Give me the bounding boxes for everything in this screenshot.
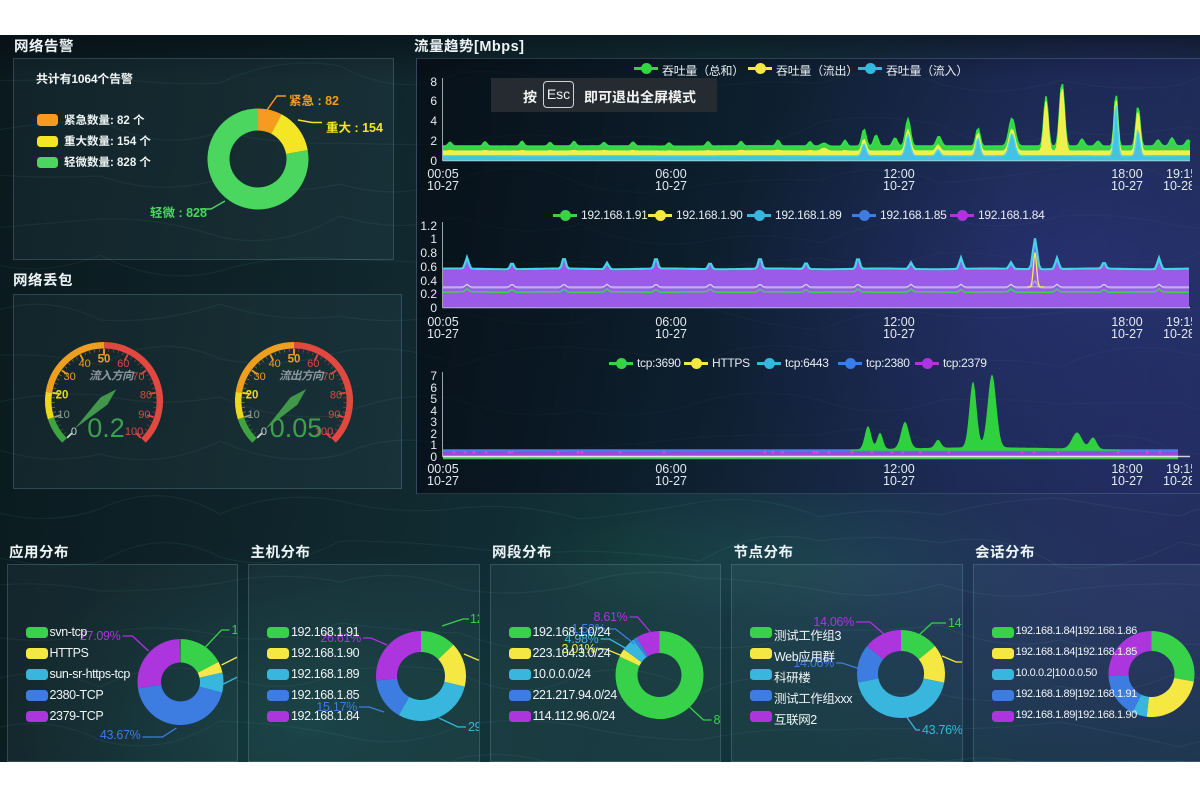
svg-text:4.98%: 4.98% — [564, 632, 598, 646]
svg-text:30: 30 — [63, 371, 75, 383]
svg-text:43.67%: 43.67% — [99, 728, 140, 742]
svg-text:27.09%: 27.09% — [79, 629, 120, 643]
svg-text:60: 60 — [117, 358, 129, 370]
svg-text:流入方向: 流入方向 — [89, 370, 135, 383]
svg-text:90: 90 — [328, 409, 340, 421]
svg-text:8.61%: 8.61% — [593, 610, 627, 624]
svg-text:17.27%: 17.27% — [231, 623, 238, 637]
svg-text:50: 50 — [288, 354, 301, 366]
svg-text:40: 40 — [269, 358, 281, 370]
svg-text:0: 0 — [261, 426, 267, 438]
svg-text:3.01%: 3.01% — [561, 642, 595, 656]
svg-text:50: 50 — [98, 354, 111, 366]
svg-text:15.17%: 15.17% — [316, 700, 357, 714]
svg-text:100: 100 — [125, 426, 143, 438]
svg-text:0.05: 0.05 — [270, 413, 323, 443]
svg-text:14.06%: 14.06% — [948, 616, 963, 630]
svg-text:1.52%: 1.52% — [571, 622, 605, 636]
svg-text:14.06%: 14.06% — [793, 656, 834, 670]
svg-text:26.61%: 26.61% — [320, 631, 361, 645]
svg-text:14.06%: 14.06% — [813, 615, 854, 629]
svg-text:0: 0 — [71, 426, 77, 438]
svg-text:10: 10 — [57, 409, 69, 421]
svg-text:90: 90 — [138, 409, 150, 421]
svg-text:10: 10 — [247, 409, 259, 421]
svg-text:40: 40 — [79, 358, 91, 370]
svg-text:80: 80 — [330, 389, 342, 401]
svg-text:流出方向: 流出方向 — [279, 370, 325, 383]
svg-text:0.2: 0.2 — [87, 413, 125, 443]
svg-text:60: 60 — [307, 358, 319, 370]
svg-text:70: 70 — [132, 371, 144, 383]
svg-text:43.76%: 43.76% — [922, 723, 963, 737]
svg-text:81.88%: 81.88% — [713, 713, 721, 727]
svg-text:20: 20 — [56, 389, 69, 401]
svg-text:70: 70 — [322, 371, 334, 383]
svg-text:12.81%: 12.81% — [470, 612, 480, 626]
svg-text:30: 30 — [253, 371, 265, 383]
svg-text:100: 100 — [315, 426, 333, 438]
svg-text:80: 80 — [140, 389, 152, 401]
svg-text:29.41%: 29.41% — [468, 720, 480, 734]
svg-text:20: 20 — [246, 389, 259, 401]
